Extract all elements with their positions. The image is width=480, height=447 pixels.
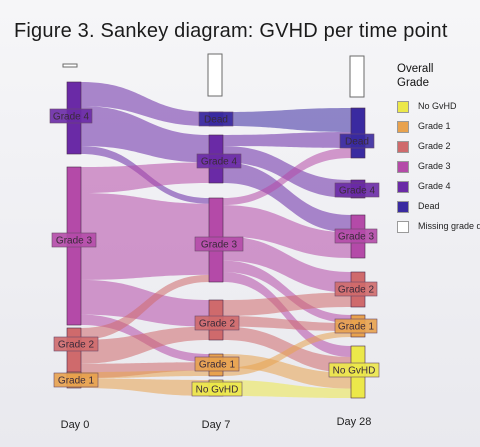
- node-label: Dead: [204, 115, 228, 126]
- legend-item-grade-3: Grade 3: [397, 159, 480, 179]
- node-label: Grade 2: [199, 319, 236, 330]
- node-label: Grade 4: [201, 157, 238, 168]
- missing-grade-boxes: [62, 53, 365, 98]
- flow-link: [81, 378, 209, 396]
- node-label: Dead: [345, 137, 369, 148]
- flow-link: [81, 370, 209, 379]
- day0-missing-box: [62, 63, 78, 68]
- node-label-box: [328, 362, 380, 378]
- node-label-box: [194, 315, 240, 331]
- flow-link: [81, 326, 209, 364]
- node-label-box: [191, 381, 243, 397]
- node-label: Grade 2: [338, 285, 375, 296]
- legend-title: Overall Grade: [397, 63, 434, 89]
- legend-swatch: [397, 101, 409, 113]
- node-label-box: [53, 336, 99, 352]
- legend-item-no-gvhd: No GvHD: [397, 99, 480, 119]
- flow-link: [223, 162, 351, 233]
- node-label: Grade 4: [53, 112, 90, 123]
- sankey-links: [81, 82, 351, 398]
- node-label: Grade 3: [201, 240, 238, 251]
- legend-swatch: [397, 141, 409, 153]
- legend-item-grade-1: Grade 1: [397, 119, 480, 139]
- flow-link: [223, 292, 351, 316]
- node-label: Grade 1: [58, 376, 95, 387]
- axis-label-day7: Day 7: [202, 419, 231, 431]
- node-d0-g2: [66, 327, 82, 379]
- legend-item-missing: Missing grade d: [397, 219, 480, 239]
- legend-label: Dead: [418, 201, 440, 211]
- axis-label-day0: Day 0: [61, 419, 90, 431]
- node-label-box: [53, 372, 99, 388]
- legend-label: No GvHD: [418, 101, 457, 111]
- node-label-box: [194, 356, 240, 372]
- flow-link: [81, 274, 209, 340]
- flow-link: [81, 193, 209, 280]
- flow-link: [223, 331, 351, 376]
- flow-link: [223, 145, 351, 198]
- day7-missing-box: [207, 53, 223, 97]
- flow-link: [223, 380, 351, 398]
- node-label: Grade 1: [199, 360, 236, 371]
- node-label-box: [196, 153, 242, 169]
- flow-link: [223, 354, 351, 389]
- legend-item-dead: Dead: [397, 199, 480, 219]
- flow-link: [81, 82, 209, 126]
- node-label: Grade 2: [58, 340, 95, 351]
- legend: Overall Grade No GvHD Grade 1 Grade 2 Gr…: [397, 62, 480, 239]
- flow-link: [223, 205, 351, 258]
- legend-swatch: [397, 161, 409, 173]
- node-label-box: [194, 236, 244, 252]
- flow-link: [223, 272, 351, 358]
- legend-item-grade-2: Grade 2: [397, 139, 480, 159]
- flow-link: [81, 106, 209, 163]
- flow-link: [81, 162, 209, 194]
- node-label: No GvHD: [196, 385, 239, 396]
- node-label: Grade 4: [339, 186, 376, 197]
- node-label: Grade 1: [338, 322, 375, 333]
- legend-item-grade-4: Grade 4: [397, 179, 480, 199]
- flow-link: [223, 260, 351, 323]
- flow-link: [223, 316, 351, 331]
- sankey-nodes: Grade 4 Grade 3 Grade 2 Grade 1 Dead Grade 4 G…: [49, 81, 380, 399]
- node-label: Grade 3: [338, 232, 375, 243]
- legend-swatch: [397, 121, 409, 133]
- node-label: Grade 3: [56, 236, 93, 247]
- node-label-box: [198, 111, 234, 127]
- legend-label: Grade 4: [418, 181, 451, 191]
- legend-swatch: [397, 181, 409, 193]
- node-label-box: [51, 232, 97, 248]
- axis-label-day28: Day 28: [337, 416, 372, 428]
- figure-title: Figure 3. Sankey diagram: GVHD per time …: [14, 20, 448, 42]
- legend-swatch: [397, 221, 409, 233]
- flow-link: [223, 148, 351, 206]
- node-label-box: [49, 108, 93, 124]
- flow-link: [223, 108, 351, 132]
- sankey-diagram: Grade 4 Grade 3 Grade 2 Grade 1 Dead Grade 4 G…: [49, 53, 380, 431]
- node-label-box: [339, 133, 375, 149]
- day28-missing-box: [349, 55, 365, 98]
- node-label: No GvHD: [333, 366, 376, 377]
- flow-link: [223, 236, 351, 293]
- legend-label: Grade 1: [418, 121, 451, 131]
- legend-label: Grade 2: [418, 141, 451, 151]
- flow-link: [223, 132, 351, 148]
- legend-label: Missing grade d: [418, 221, 480, 231]
- node-label-box: [334, 318, 378, 334]
- legend-label: Grade 3: [418, 161, 451, 171]
- node-label-box: [334, 228, 378, 244]
- node-label-box: [334, 182, 380, 198]
- legend-swatch: [397, 201, 409, 213]
- node-d28-dead: [350, 107, 366, 159]
- node-label-box: [334, 281, 378, 297]
